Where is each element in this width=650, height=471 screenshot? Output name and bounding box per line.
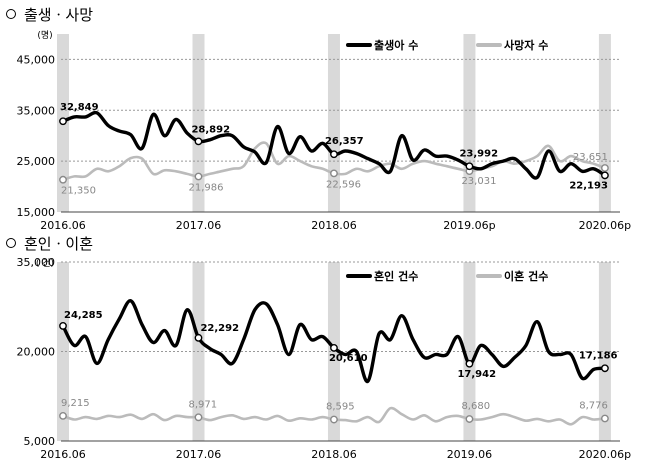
data-point-marker [330, 150, 338, 159]
x-tick-label: 2018.06 [311, 219, 357, 232]
data-point-marker [465, 359, 474, 368]
y-tick-label: 15,000 [17, 206, 56, 219]
y-tick-label: 20,000 [17, 346, 56, 359]
data-label: 26,357 [325, 136, 364, 147]
x-tick-label: 2016.06 [40, 219, 86, 232]
highlight-band [327, 34, 340, 212]
data-label: 8,680 [461, 401, 490, 412]
data-point-marker [330, 343, 338, 352]
data-label: 17,942 [457, 369, 496, 380]
data-point-marker [601, 164, 609, 172]
data-label: 28,892 [191, 124, 230, 135]
data-label: 8,595 [326, 402, 355, 413]
data-label: 32,849 [60, 102, 99, 113]
data-label: 17,186 [579, 350, 618, 361]
data-point-marker [330, 415, 338, 424]
marriage-divorce-chart: 5,000 20,000 35,000( 건) 2016.06 2017.06 2018.… [17, 256, 632, 461]
legend-label: 이혼 건수 [504, 269, 548, 283]
y-tick-label: 35,000 [17, 104, 56, 117]
data-label: 23,992 [459, 148, 498, 159]
x-tick-label: 2018.06 [311, 448, 357, 461]
y-tick-label: 35,000 [17, 256, 56, 269]
data-label: 8,776 [579, 400, 608, 411]
x-tick-label: 2020.06p [579, 448, 631, 461]
x-tick-label: 2019.06 [447, 448, 493, 461]
y-tick-label: 25,000 [17, 155, 56, 168]
bullet-icon [6, 8, 16, 19]
x-tick-label: 2019.06p [443, 219, 495, 232]
y-tick-label: 5,000 [24, 435, 56, 448]
birth-death-title-text: 출생ㆍ사망 [24, 6, 94, 24]
data-point-marker [465, 162, 474, 171]
data-label: 22,193 [569, 180, 608, 191]
marriage-divorce-title-text: 혼인ㆍ이혼 [24, 235, 94, 253]
highlight-band [192, 34, 205, 212]
data-label: 24,285 [64, 310, 103, 321]
data-point-marker [59, 175, 67, 184]
data-label: 22,596 [326, 179, 361, 190]
birth-death-section-title: 출생ㆍ사망 [6, 4, 93, 25]
data-point-marker [601, 171, 609, 180]
data-label: 20,610 [329, 353, 368, 364]
data-label: 21,350 [61, 186, 96, 197]
data-label: 23,651 [573, 152, 608, 163]
data-point-marker [601, 414, 609, 423]
data-label: 21,986 [188, 182, 223, 193]
data-point-marker [330, 169, 338, 178]
data-point-marker [465, 415, 474, 423]
data-point-marker [59, 411, 67, 420]
highlight-band [598, 262, 611, 441]
x-tick-label: 2020.06p [579, 219, 631, 232]
y-tick-label: 45,000 [17, 53, 56, 66]
legend-label: 출생아 수 [374, 38, 418, 52]
data-point-marker [59, 117, 67, 126]
data-label: 9,215 [61, 398, 90, 409]
data-point-marker [59, 322, 67, 330]
data-label: 8,971 [188, 399, 217, 410]
data-point-marker [601, 364, 609, 373]
birth-death-chart: 15,000 25,000 35,000 45,000 (명) 2016.06 2017.0… [17, 30, 632, 232]
legend-label: 사망자 수 [504, 38, 548, 52]
marriage-divorce-section-title: 혼인ㆍ이혼 [6, 233, 93, 254]
x-tick-label: 2017.06 [176, 219, 222, 232]
data-point-marker [194, 413, 203, 422]
y-unit-label: ( 건) [36, 258, 54, 269]
bullet-icon [6, 237, 16, 248]
data-point-marker [194, 172, 203, 181]
data-label: 22,292 [200, 323, 239, 334]
data-label: 23,031 [461, 176, 496, 187]
data-point-marker [194, 137, 203, 146]
legend-label: 혼인 건수 [374, 269, 418, 283]
x-tick-label: 2016.06 [40, 448, 86, 461]
data-point-marker [194, 333, 203, 342]
y-unit-label: (명) [37, 30, 52, 41]
x-tick-label: 2017.06 [176, 448, 222, 461]
